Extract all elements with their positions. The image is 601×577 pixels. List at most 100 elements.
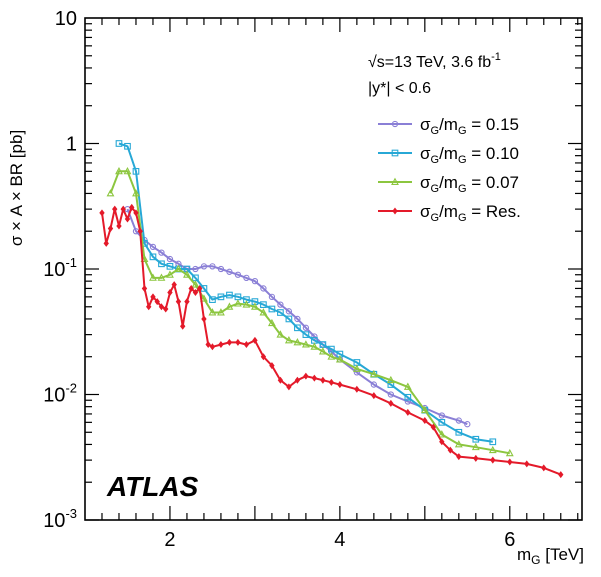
data-point — [132, 189, 140, 197]
data-point — [311, 374, 318, 382]
data-point — [158, 249, 165, 256]
data-point — [293, 338, 302, 346]
series-3 — [106, 166, 514, 457]
data-point — [112, 205, 118, 213]
data-point — [99, 209, 105, 217]
data-point — [438, 418, 446, 426]
data-point — [226, 338, 233, 346]
x-axis-label-unit: [TeV] — [541, 545, 584, 564]
data-point — [294, 324, 301, 332]
axis-ticks — [85, 18, 582, 521]
data-point — [541, 464, 547, 472]
data-point — [472, 435, 480, 443]
data-point — [267, 318, 276, 327]
y-tick-label: 10-3 — [43, 506, 77, 532]
y-axis-label: σ × A × BR [pb] — [7, 130, 26, 246]
data-point — [208, 308, 217, 316]
data-point — [420, 405, 429, 414]
data-point — [455, 417, 462, 424]
data-point — [192, 288, 199, 296]
data-point — [158, 260, 165, 268]
data-point — [166, 270, 174, 278]
data-point — [260, 301, 267, 308]
data-point — [171, 281, 177, 289]
data-point — [166, 255, 174, 263]
data-point — [454, 440, 463, 448]
data-point — [175, 298, 182, 306]
data-point — [129, 203, 135, 211]
data-point — [403, 382, 412, 390]
data-point — [405, 408, 411, 416]
data-point — [328, 345, 335, 353]
data-point — [438, 412, 445, 419]
data-point — [277, 376, 284, 384]
data-point — [455, 428, 463, 436]
data-point — [558, 471, 564, 479]
legend-marker — [391, 120, 399, 128]
data-point — [371, 392, 377, 400]
data-point — [260, 285, 267, 292]
energy-lumi-label: √s=13 TeV, 3.6 fb-1 — [368, 51, 501, 71]
data-point — [191, 280, 200, 288]
y-tick-label: 10-2 — [43, 381, 77, 407]
data-point — [184, 298, 190, 306]
data-point — [328, 378, 335, 386]
data-point — [464, 421, 471, 428]
data-point — [284, 335, 293, 344]
data-point — [146, 303, 152, 311]
data-point — [302, 324, 310, 331]
data-point — [269, 362, 275, 370]
data-point — [335, 355, 344, 363]
data-point — [192, 265, 199, 273]
legend-marker — [391, 177, 399, 185]
data-point — [473, 454, 479, 462]
data-point — [439, 438, 445, 446]
data-point — [437, 430, 446, 438]
data-point — [209, 296, 216, 303]
data-point — [303, 372, 309, 380]
data-point — [259, 308, 268, 316]
data-point — [123, 166, 132, 175]
data-point — [218, 341, 224, 349]
data-point — [167, 288, 173, 296]
atlas-label: ATLAS — [106, 471, 199, 502]
data-point — [141, 284, 148, 292]
data-point — [505, 448, 514, 457]
data-point — [163, 305, 169, 313]
data-point — [243, 274, 250, 282]
data-point — [242, 300, 251, 308]
data-point — [251, 278, 259, 285]
data-point — [124, 215, 131, 223]
data-point — [149, 253, 157, 261]
legend-label: σG/mG = 0.10 — [420, 144, 519, 166]
data-point — [369, 369, 378, 378]
data-point — [234, 299, 242, 307]
data-point — [158, 303, 165, 311]
data-point — [107, 225, 114, 233]
data-point — [422, 417, 428, 425]
data-point — [294, 376, 301, 384]
rapidity-cut-label: |y*| < 0.6 — [368, 80, 431, 97]
data-point — [387, 381, 395, 388]
data-point — [320, 376, 326, 384]
data-point — [217, 293, 225, 301]
data-point — [149, 243, 157, 251]
data-point — [354, 385, 360, 393]
plot-frame — [84, 17, 583, 521]
data-point — [209, 263, 216, 270]
data-point — [243, 341, 250, 349]
legend-entry: σG/mG = 0.15 — [378, 115, 519, 137]
data-point — [200, 263, 208, 270]
data-point — [490, 456, 496, 464]
data-point — [149, 273, 157, 281]
data-point — [183, 270, 191, 278]
legend-entry: σG/mG = 0.07 — [378, 173, 519, 195]
data-point — [154, 298, 160, 306]
data-point — [103, 239, 109, 247]
data-point — [488, 445, 497, 454]
data-point — [404, 398, 411, 405]
data-point — [318, 347, 327, 355]
data-point — [200, 294, 208, 302]
data-point — [106, 189, 115, 197]
